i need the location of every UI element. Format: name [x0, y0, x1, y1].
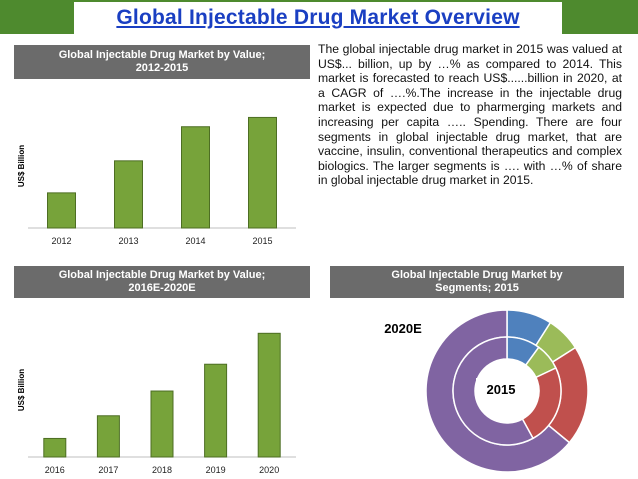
chart2: US$ Billion 2016 2017 2018 2019 2020	[17, 332, 296, 475]
page-title: Global Injectable Drug Market Overview	[116, 6, 520, 29]
title-bar: Global Injectable Drug Market Overview	[0, 0, 638, 34]
chart1-title-line1: Global Injectable Drug Market by Value;	[58, 49, 266, 61]
chart3-title-line2: Segments; 2015	[435, 282, 519, 294]
chart1-y-axis-label: US$ Billion	[17, 145, 26, 187]
chart1-tick-label-2014: 2014	[185, 236, 205, 246]
chart2-bar-2020	[257, 332, 281, 458]
chart3-title-line1: Global Injectable Drug Market by	[391, 269, 563, 281]
chart1-bar-2013	[114, 160, 143, 229]
chart2-tick-label-2016: 2016	[45, 465, 65, 475]
chart3-label-2015: 2015	[487, 382, 516, 397]
chart2-title-line1: Global Injectable Drug Market by Value;	[58, 269, 266, 281]
chart2-tick-label-2020: 2020	[259, 465, 279, 475]
title-box: Global Injectable Drug Market Overview	[74, 2, 562, 34]
chart1-tick-label-2015: 2015	[252, 236, 272, 246]
summary-paragraph: The global injectable drug market in 201…	[318, 42, 622, 188]
chart3-label-2020e: 2020E	[384, 321, 422, 336]
chart2-bar-2019	[204, 363, 228, 458]
chart2-title-line2: 2016E-2020E	[128, 282, 196, 294]
chart2-tick-label-2018: 2018	[152, 465, 172, 475]
chart1: US$ Billion 2012 2013 2014 2015	[17, 116, 296, 246]
chart1-bar-2015	[248, 116, 277, 229]
chart1-tick-label-2012: 2012	[51, 236, 71, 246]
chart1-header: Global Injectable Drug Market by Value; …	[14, 45, 310, 79]
chart1-bar-2014	[181, 126, 210, 229]
chart2-bar-2016	[43, 437, 67, 458]
chart1-tick-label-2013: 2013	[118, 236, 138, 246]
chart2-tick-label-2019: 2019	[206, 465, 226, 475]
chart2-bar-2018	[150, 390, 174, 458]
chart2-header: Global Injectable Drug Market by Value; …	[14, 266, 310, 298]
chart2-y-axis-label: US$ Billion	[17, 369, 26, 411]
chart2-tick-label-2017: 2017	[98, 465, 118, 475]
chart3-label-2020e-box	[378, 318, 428, 338]
chart3-label-2015-box	[476, 378, 524, 400]
chart3: 2020E 2015	[378, 309, 589, 473]
chart1-title-line2: 2012-2015	[135, 62, 189, 74]
chart3-header: Global Injectable Drug Market by Segment…	[330, 266, 624, 298]
chart1-bar-2012	[47, 192, 76, 229]
chart2-bar-2017	[96, 415, 120, 458]
